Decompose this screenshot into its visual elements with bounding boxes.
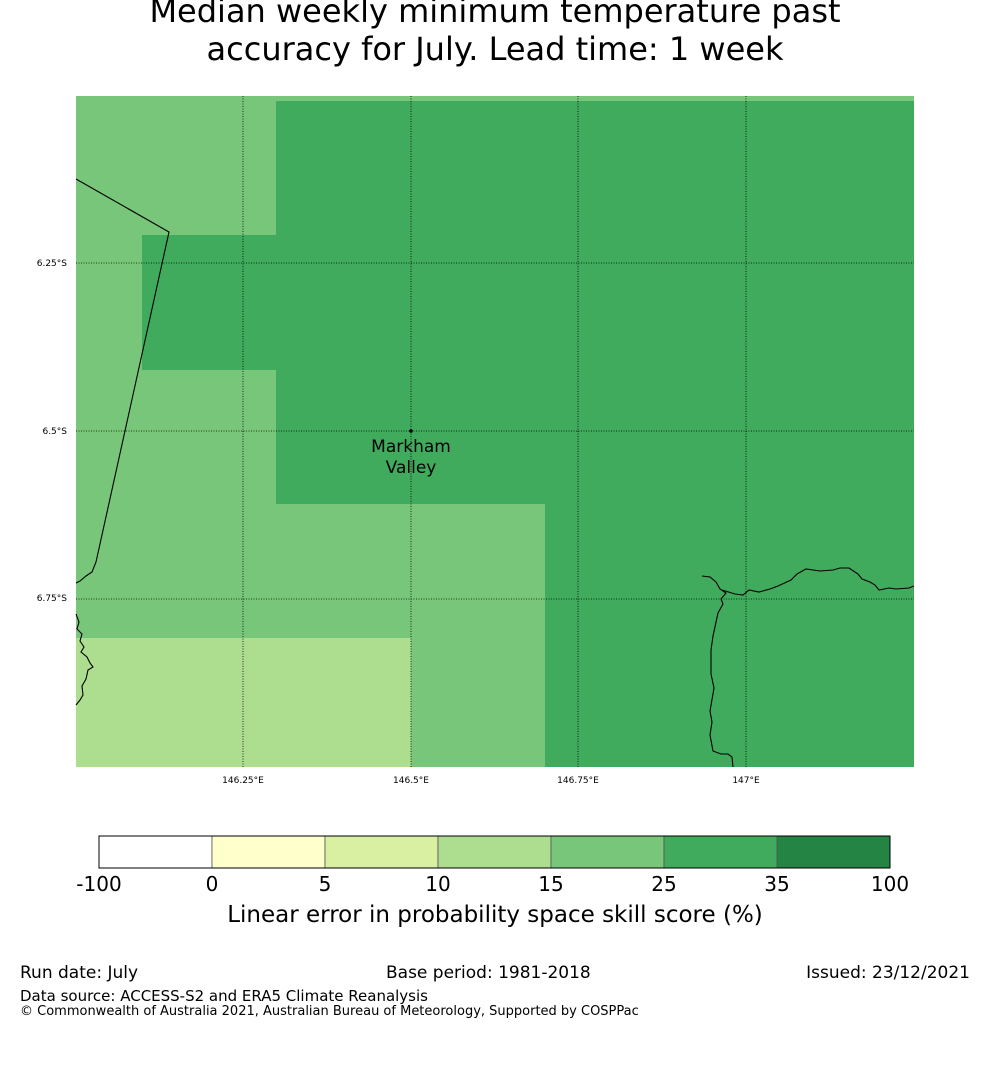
colorbar-swatch <box>776 835 891 869</box>
colorbar-tick-label: 15 <box>538 872 564 896</box>
cell-east-main <box>276 101 914 504</box>
west-coast <box>75 613 94 706</box>
colorbar-tick-label: 100 <box>870 872 910 896</box>
border-line <box>75 178 170 584</box>
cell-south-east <box>545 504 914 767</box>
colorbar-swatch <box>98 835 213 869</box>
location-marker <box>409 429 413 433</box>
lat-tick-label: 6.5°S <box>42 427 67 437</box>
colorbar-outline <box>98 835 891 869</box>
title-line-2: accuracy for July. Lead time: 1 week <box>206 30 784 68</box>
colorbar-tick-label: 35 <box>764 872 790 896</box>
cell-west-inset <box>142 235 276 370</box>
chart-title: Median weekly minimum temperature past a… <box>0 0 990 68</box>
colorbar-tick-label: 5 <box>318 872 332 896</box>
lon-tick-label: 147°E <box>732 776 760 786</box>
colorbar <box>98 835 891 869</box>
cell-south-middle <box>276 504 545 638</box>
location-label-line-2: Valley <box>386 458 437 478</box>
skill-map: Markham Valley 6.25°S 6.5°S 6.75°S 146.2… <box>37 96 915 786</box>
colorbar-swatches <box>98 835 891 869</box>
coastlines <box>75 178 915 768</box>
colorbar-swatch <box>211 835 326 869</box>
skill-cells <box>76 96 914 767</box>
lon-tick-label: 146.25°E <box>222 776 264 786</box>
colorbar-swatch <box>437 835 552 869</box>
colorbar-tick-label: 0 <box>205 872 219 896</box>
lon-tick-label: 146.75°E <box>557 776 599 786</box>
colorbar-title: Linear error in probability space skill … <box>227 902 763 928</box>
title-line-1: Median weekly minimum temperature past <box>149 0 841 30</box>
huon-gulf-coast <box>701 575 734 768</box>
north-east-coast <box>721 567 915 596</box>
cell-top-strip <box>276 96 914 101</box>
colorbar-swatch <box>550 835 665 869</box>
colorbar-swatch <box>663 835 778 869</box>
base-period: Base period: 1981-2018 <box>386 963 591 983</box>
data-source: Data source: ACCESS-S2 and ERA5 Climate … <box>20 987 428 1005</box>
cell-south-west-light <box>76 638 411 767</box>
colorbar-tick-label: 25 <box>651 872 677 896</box>
run-date: Run date: July <box>20 963 139 983</box>
copyright: © Commonwealth of Australia 2021, Austra… <box>20 1004 639 1019</box>
lat-tick-label: 6.75°S <box>37 594 68 604</box>
colorbar-tick-label: 10 <box>425 872 451 896</box>
issued-date: Issued: 23/12/2021 <box>806 963 970 983</box>
colorbar-swatch <box>324 835 439 869</box>
colorbar-tick-label: -100 <box>76 872 122 896</box>
location-label-line-1: Markham <box>371 437 451 457</box>
cell-south-center <box>411 638 545 767</box>
lon-tick-label: 146.5°E <box>393 776 429 786</box>
lat-tick-label: 6.25°S <box>37 259 68 269</box>
